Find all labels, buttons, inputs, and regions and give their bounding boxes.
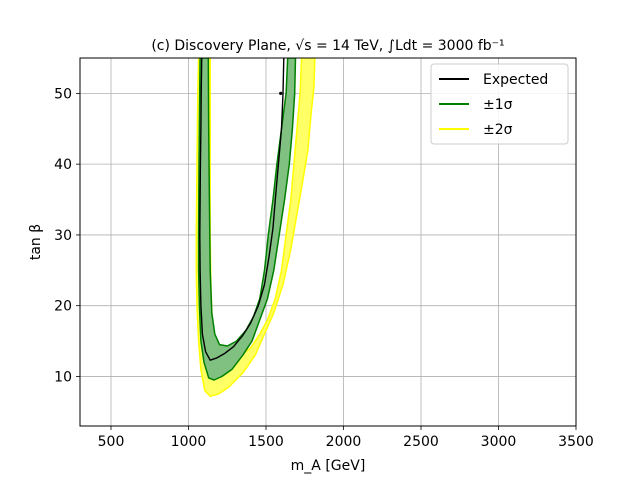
grid (80, 58, 577, 426)
expected-contour (199, 58, 285, 361)
legend-entry-label: ±1σ (483, 97, 513, 113)
y-tick-label: 20 (54, 299, 72, 315)
x-tick-label: 3500 (558, 434, 594, 450)
plot-area (195, 58, 316, 398)
x-tick-label: 2500 (403, 434, 439, 450)
plot-frame (79, 57, 577, 427)
y-axis-label: tan β (28, 224, 44, 260)
x-tick-label: 1500 (248, 434, 284, 450)
chart-title: (c) Discovery Plane, √s = 14 TeV, ∫Ldt =… (151, 38, 504, 54)
legend-entry-label: ±2σ (483, 122, 513, 138)
x-tick-label: 2000 (326, 434, 362, 450)
legend-box (430, 63, 569, 145)
expected-marker (279, 91, 283, 95)
contour-layer (195, 58, 316, 398)
y-tick-label: 30 (54, 228, 72, 244)
x-axis-label: m_A [GeV] (291, 458, 366, 474)
sigma1-band (197, 58, 297, 381)
y-tick-label: 40 (54, 157, 72, 173)
legend-entry-label: Expected (483, 72, 548, 88)
x-tick-label: 500 (98, 434, 125, 450)
axis-ticks: 500 1000 1500 2000 2500 3000 3500 10 20 30 40 50 (54, 86, 594, 450)
y-tick-label: 10 (54, 369, 72, 385)
legend: Expected ±1σ ±2σ (430, 63, 569, 145)
x-tick-label: 1000 (171, 434, 207, 450)
y-tick-label: 50 (54, 86, 72, 102)
x-tick-label: 3000 (481, 434, 517, 450)
